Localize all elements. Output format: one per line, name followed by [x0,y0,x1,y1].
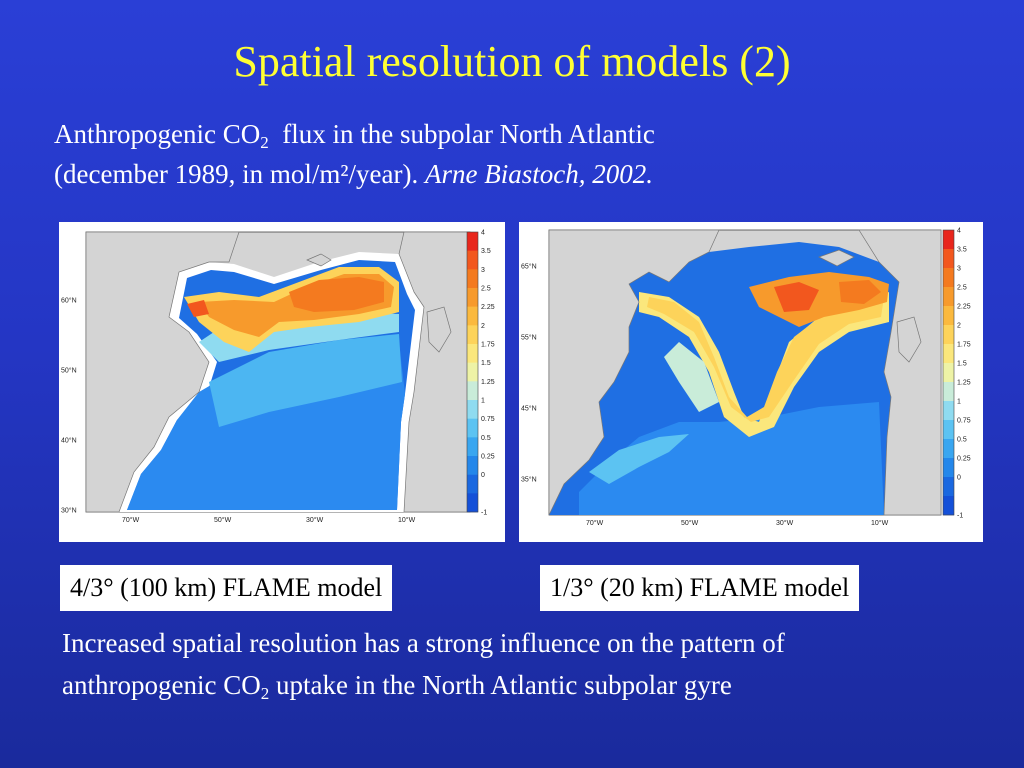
lat-tick-label: 45°N [521,405,537,413]
lon-tick-label: 10°W [871,519,889,527]
colorbar-coarse: 4 3.5 3 2.5 2.25 2 1.75 1.5 1.25 1 0.75 0.5 0.25 0 -1 [466,230,495,517]
colorbar-swatch [943,477,954,497]
colorbar-tick-label: 0 [481,472,485,479]
lat-tick-label: 30°N [61,507,77,515]
colorbar-swatch [467,400,478,419]
colorbar-swatch [467,474,478,494]
subtitle-citation: Arne Biastoch, 2002. [424,159,653,189]
map-panel-coarse: 4 3.5 3 2.5 2.25 2 1.75 1.5 1.25 1 0.75 0.5 0.25 0 -1 … [59,222,505,542]
colorbar-swatch [943,420,954,440]
colorbar-swatch [467,232,478,251]
colorbar-tick-label: -1 [481,510,487,517]
colorbar-tick-label: 0.75 [481,416,495,423]
colorbar-tick-label: 0.25 [481,454,495,461]
colorbar-swatch [943,382,954,402]
lon-tick-label: 50°W [681,519,699,527]
colorbar-tick-label: 0.5 [481,435,491,442]
colorbar-swatch [467,381,478,401]
colorbar-tick-label: 2.5 [481,286,491,293]
caption-text-rest: uptake in the North Atlantic subpolar gy… [269,670,732,700]
colorbar-tick-label: -1 [957,513,963,520]
label-fine-model: 1/3° (20 km) FLAME model [540,565,860,611]
lon-tick-label: 70°W [586,519,604,527]
colorbar-swatch [467,437,478,457]
colorbar-swatch [943,230,954,250]
colorbar-tick-label: 2 [957,323,961,330]
lat-tick-label: 35°N [521,476,537,484]
colorbar-swatch [943,287,954,307]
colorbar-swatch [943,344,954,364]
lat-tick-label: 40°N [61,437,77,445]
colorbar-tick-label: 1.75 [957,342,971,349]
slide-title: Spatial resolution of models (2) [233,37,791,86]
colorbar-swatch [943,363,954,383]
lat-tick-label: 55°N [521,334,537,342]
colorbar-tick-label: 0.75 [957,418,971,425]
colorbar-tick-label: 1.5 [957,361,967,368]
colorbar-tick-label: 2.25 [957,304,971,311]
lon-tick-label: 30°W [776,519,794,527]
colorbar-swatch [943,249,954,269]
colorbar-tick-label: 0.25 [957,456,971,463]
colorbar-tick-label: 2.5 [957,285,967,292]
colorbar-swatch [467,344,478,363]
colorbar-tick-label: 0.5 [957,437,967,444]
colorbar-swatch [467,288,478,307]
colorbar-swatch [467,493,478,513]
colorbar-swatch [467,362,478,382]
map-fine: 43.532.52.2521.751.51.2510.750.50.250-1 … [519,222,983,542]
colorbar-swatch [943,325,954,345]
colorbar-tick-label: 3.5 [481,248,491,255]
map-panel-fine: 4 3.5 3 2.5 2.25 2 1.75 1.5 1.25 1 0.75 0.5 0.25 0 -1 … [519,222,983,542]
lon-tick-label: 70°W [122,516,140,524]
colorbar-fine: 4 3.5 3 2.5 2.25 2 1.75 1.5 1.25 1 0.75 0.5 0.25 0 -1 [942,228,971,520]
colorbar-swatch [467,418,478,438]
subtitle-line1-text: Anthropogenic CO [54,119,261,149]
label-coarse-model: 4/3° (100 km) FLAME model [60,565,393,611]
lon-tick-label: 50°W [214,516,232,524]
map-coarse: 43.532.52.2521.751.51.2510.750.50.250-1 … [59,222,505,542]
lat-tick-label: 60°N [61,297,77,305]
colorbar-swatch [467,250,478,270]
subtitle-co2-subscript: 2 [260,133,269,152]
colorbar-tick-label: 3.5 [957,247,967,254]
colorbar-swatch [943,306,954,326]
colorbar-tick-label: 1.75 [481,342,495,349]
lat-tick-label: 65°N [521,263,537,271]
colorbar-swatch [943,439,954,459]
caption-co2-subscript: 2 [260,684,270,703]
slide-caption: Increased spatial resolution has a stron… [62,622,922,706]
colorbar-tick-label: 3 [957,266,961,273]
caption-text: Increased spatial resolution has a stron… [62,628,785,700]
colorbar-swatch [467,269,478,289]
colorbar-tick-label: 3 [481,267,485,274]
slide-subtitle: Anthropogenic CO2 flux in the subpolar N… [54,114,954,194]
colorbar-swatch [943,401,954,421]
colorbar-swatch [943,268,954,288]
lon-tick-label: 10°W [398,516,416,524]
colorbar-tick-label: 1.25 [481,379,495,386]
subtitle-line2-text: (december 1989, in mol/m²/year). [54,159,425,189]
colorbar-tick-label: 4 [481,230,485,237]
colorbar-tick-label: 1 [957,399,961,406]
colorbar-tick-label: 1 [481,398,485,405]
colorbar-tick-label: 2.25 [481,304,495,311]
colorbar-tick-label: 4 [957,228,961,235]
lon-tick-label: 30°W [306,516,324,524]
colorbar-tick-label: 2 [481,323,485,330]
colorbar-swatch [467,325,478,345]
colorbar-swatch [467,306,478,326]
subtitle-line1-rest: flux in the subpolar North Atlantic [268,119,655,149]
colorbar-tick-label: 1.25 [957,380,971,387]
colorbar-swatch [467,456,478,475]
colorbar-swatch [943,458,954,478]
lat-tick-label: 50°N [61,367,77,375]
colorbar-tick-label: 1.5 [481,360,491,367]
colorbar-swatch [943,496,954,516]
colorbar-tick-label: 0 [957,475,961,482]
